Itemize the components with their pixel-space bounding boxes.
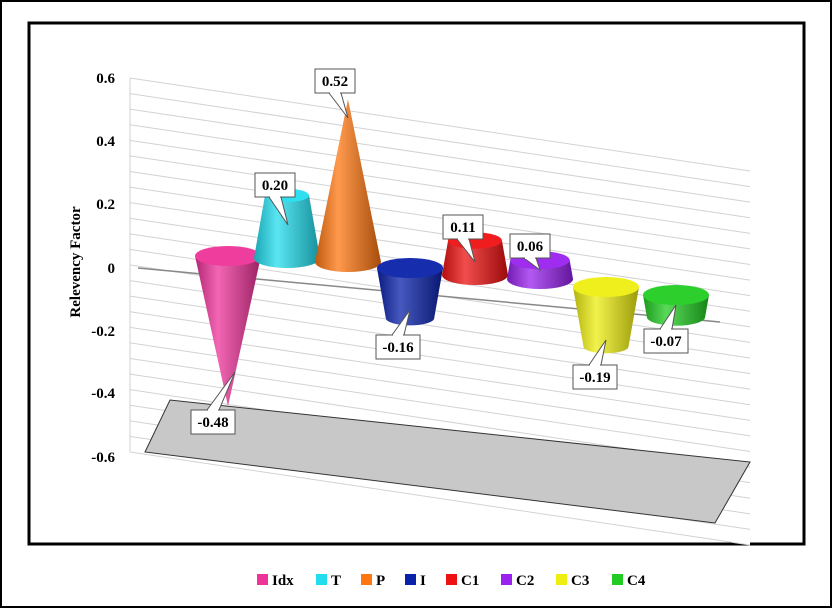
legend-label: C4 xyxy=(627,573,646,589)
y-tick-label: 0.4 xyxy=(96,134,115,150)
legend-swatch xyxy=(446,574,457,585)
y-tick-label: 0.2 xyxy=(96,197,115,213)
y-tick-label: 0 xyxy=(108,261,116,277)
legend-label: P xyxy=(376,573,385,589)
legend-swatch xyxy=(316,574,327,585)
cone-top xyxy=(643,285,709,305)
cone-body xyxy=(254,195,320,268)
cone-i xyxy=(377,258,443,325)
legend-label: T xyxy=(331,573,341,589)
cone-c1 xyxy=(442,232,508,285)
cone-top xyxy=(377,258,443,278)
data-label-text: -0.48 xyxy=(197,415,228,431)
legend-label: Idx xyxy=(272,573,294,589)
legend-label: I xyxy=(420,573,426,589)
legend-swatch xyxy=(612,574,623,585)
data-label-text: 0.20 xyxy=(262,178,288,194)
legend-swatch xyxy=(405,574,416,585)
legend-swatch xyxy=(257,574,268,585)
data-label-text: -0.07 xyxy=(650,334,682,350)
y-tick-label: -0.4 xyxy=(91,386,115,402)
legend-swatch xyxy=(361,574,372,585)
data-label-text: 0.06 xyxy=(517,239,544,255)
y-axis-label: Relevency Factor xyxy=(68,206,84,318)
legend-label: C3 xyxy=(571,573,589,589)
data-label-text: -0.19 xyxy=(579,370,610,386)
y-tick-label: -0.2 xyxy=(91,324,115,340)
cone-top xyxy=(573,277,639,297)
data-label-text: -0.16 xyxy=(382,340,414,356)
legend-label: C1 xyxy=(461,573,479,589)
legend-swatch xyxy=(501,574,512,585)
data-label-text: 0.11 xyxy=(450,220,475,236)
y-tick-label: -0.6 xyxy=(91,450,115,466)
y-tick-label: 0.6 xyxy=(96,71,115,87)
legend-swatch xyxy=(556,574,567,585)
cone-top xyxy=(195,246,261,266)
legend-label: C2 xyxy=(516,573,534,589)
data-label-text: 0.52 xyxy=(322,74,348,90)
